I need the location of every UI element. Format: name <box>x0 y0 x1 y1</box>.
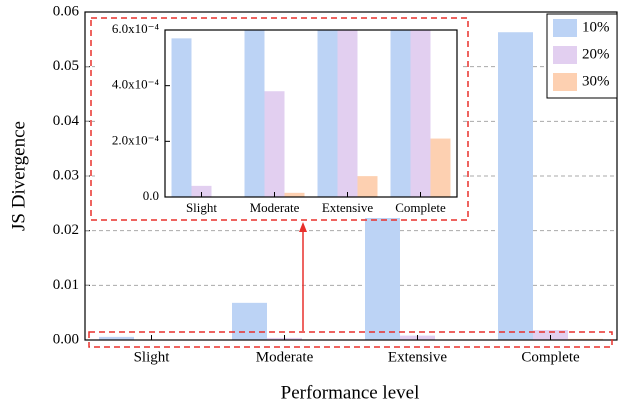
y-tick-label: 0.05 <box>53 58 79 74</box>
legend-swatch <box>553 19 577 37</box>
y-tick-label: 0.02 <box>53 222 79 238</box>
bar <box>337 30 358 197</box>
bar <box>430 138 451 197</box>
bars <box>171 30 451 197</box>
x-tick-label: Moderate <box>256 349 314 365</box>
bar <box>284 192 305 197</box>
y-axis-label: JS Divergence <box>8 121 29 231</box>
y-tick-label: 0.04 <box>53 113 80 129</box>
bar <box>365 208 400 340</box>
x-axis-label: Performance level <box>281 382 420 403</box>
y-tick-label: 0.0 <box>143 188 159 203</box>
legend-swatch <box>553 46 577 64</box>
legend-label: 10% <box>582 19 610 35</box>
y-tick-label: 0.03 <box>53 167 79 183</box>
bars <box>99 32 603 341</box>
y-tick-label: 4.0x10⁻⁴ <box>112 77 160 92</box>
x-tick-label: Complete <box>395 200 446 215</box>
zoom-arrowhead <box>299 222 307 232</box>
x-tick-label: Slight <box>186 200 217 215</box>
x-tick-label: Slight <box>134 349 171 365</box>
y-tick-label: 0.06 <box>53 3 80 19</box>
x-tick-label: Extensive <box>388 349 447 365</box>
x-tick-label: Moderate <box>250 200 300 215</box>
bar <box>99 336 134 340</box>
legend-label: 30% <box>582 73 610 89</box>
y-tick-label: 0.00 <box>53 331 79 347</box>
legend-swatch <box>553 73 577 91</box>
bar <box>191 185 212 197</box>
bar <box>171 38 192 197</box>
y-tick-label: 0.01 <box>53 277 79 293</box>
bar <box>498 32 533 341</box>
plot-frame <box>84 11 618 341</box>
bar <box>410 30 431 197</box>
y-tick-label: 6.0x10⁻⁴ <box>112 21 160 36</box>
zoom-region <box>88 331 613 348</box>
bar <box>390 30 411 197</box>
bar <box>264 91 285 197</box>
bar <box>244 30 265 197</box>
x-tick-label: Extensive <box>322 200 373 215</box>
bar <box>317 30 338 197</box>
bar <box>232 302 267 340</box>
legend-label: 20% <box>582 46 610 62</box>
plot-frame <box>164 29 458 198</box>
x-tick-label: Complete <box>521 349 580 365</box>
y-tick-label: 2.0x10⁻⁴ <box>112 132 160 147</box>
bar <box>357 176 378 197</box>
